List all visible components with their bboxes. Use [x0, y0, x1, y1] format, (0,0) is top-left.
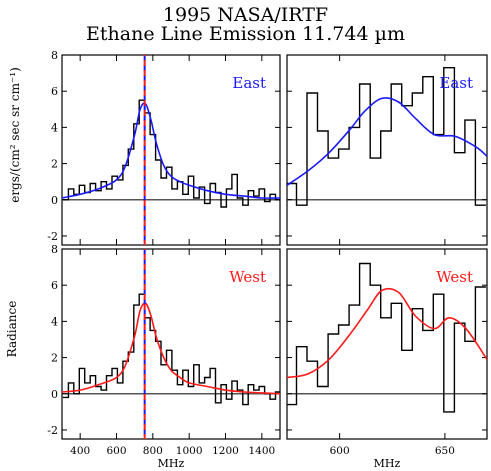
y-tick-label: 8: [51, 49, 58, 62]
panel-label: West: [436, 268, 473, 286]
y-tick-label: 8: [51, 243, 58, 256]
panel-bottom-right: 600 650 West MHz: [286, 248, 488, 470]
plot-area: [287, 67, 487, 206]
x-tick-label: 1400: [248, 445, 275, 457]
y-tick-label: 4: [51, 315, 58, 328]
panel-label: West: [229, 268, 266, 286]
x-tick-label: 600: [106, 445, 126, 457]
y-tick-label: 6: [51, 85, 58, 98]
x-tick-label: 1200: [212, 445, 239, 457]
y-tick-label: -2: [47, 230, 58, 243]
data-step-line: [287, 67, 486, 206]
x-axis-label: MHz: [374, 457, 401, 470]
fit-curve: [62, 302, 280, 395]
fit-curve: [287, 97, 487, 186]
x-tick-label: 600: [330, 445, 350, 457]
x-tick-label: 800: [143, 445, 163, 457]
panel-top-left: -2 0 2 4 6 8 East: [47, 49, 281, 246]
x-axis-label: MHz: [158, 457, 185, 470]
panel-bottom-left: -2 0 2 4 6 8 400 600 800 1000 1200 1400 West MHz: [47, 243, 281, 470]
fit-curve: [287, 287, 487, 379]
panel-label: East: [439, 74, 473, 92]
panel-top-right: East: [286, 54, 488, 246]
y-tick-label: 0: [51, 388, 58, 401]
x-tick-label: 1000: [176, 445, 203, 457]
x-tick-label: 400: [70, 445, 90, 457]
plot-area: [62, 55, 280, 245]
data-step-line: [287, 262, 486, 413]
y-tick-label: 2: [51, 158, 58, 171]
fit-curve: [62, 102, 280, 199]
y-tick-label: -2: [47, 424, 58, 437]
y-tick-label: 2: [51, 352, 58, 365]
data-step-line: [62, 293, 280, 406]
chart-subtitle: Ethane Line Emission 11.744 µm: [86, 23, 405, 45]
data-step-line: [62, 99, 280, 208]
panel-frame: [286, 54, 488, 246]
y-tick-label: 4: [51, 121, 58, 134]
y-tick-label: 6: [51, 279, 58, 292]
x-tick-label: 650: [435, 445, 455, 457]
panel-frame: [61, 248, 281, 440]
panel-frame: [286, 248, 488, 440]
plot-area: [287, 262, 487, 413]
chart-title: 1995 NASA/IRTF: [162, 4, 329, 26]
panel-frame: [61, 54, 281, 246]
panel-label: East: [232, 74, 266, 92]
y-tick-label: 0: [51, 194, 58, 207]
plot-area: [62, 249, 280, 439]
